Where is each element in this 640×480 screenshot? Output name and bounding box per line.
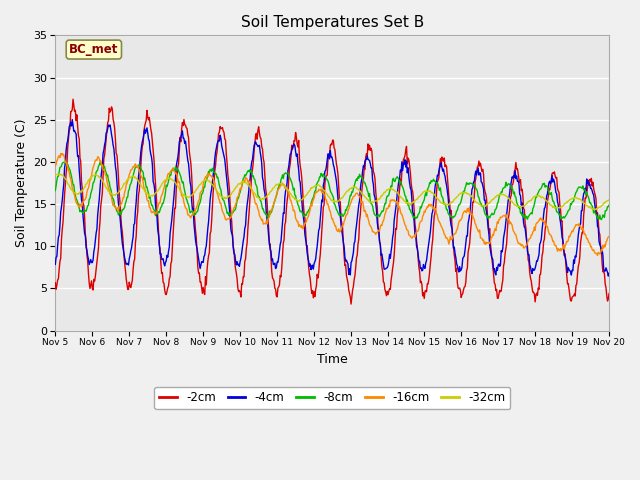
Y-axis label: Soil Temperature (C): Soil Temperature (C) — [15, 119, 28, 247]
Title: Soil Temperatures Set B: Soil Temperatures Set B — [241, 15, 424, 30]
X-axis label: Time: Time — [317, 353, 348, 366]
Legend: -2cm, -4cm, -8cm, -16cm, -32cm: -2cm, -4cm, -8cm, -16cm, -32cm — [154, 387, 510, 409]
Text: BC_met: BC_met — [69, 43, 118, 56]
